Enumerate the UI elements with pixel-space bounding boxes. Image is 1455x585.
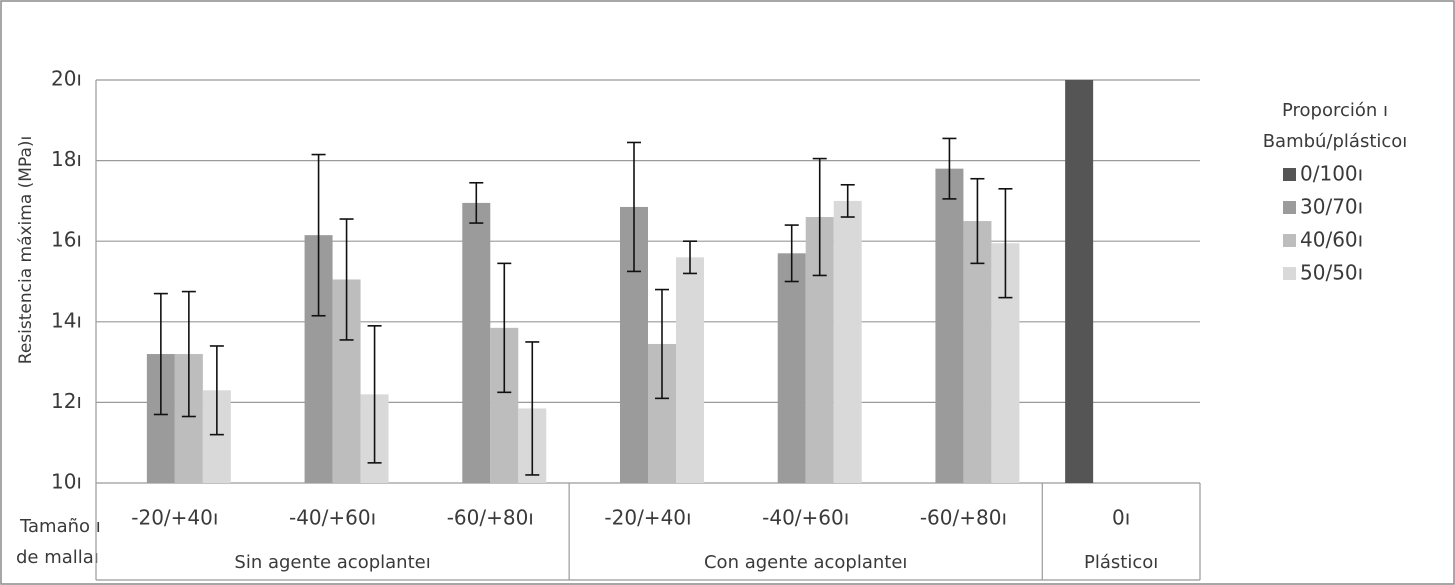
- legend-label: 50/50ı: [1300, 261, 1363, 285]
- legend-swatch: [1283, 201, 1296, 214]
- x-tick-label: -20/+40ı: [131, 506, 218, 530]
- x-tick-label: -60/+80ı: [920, 506, 1007, 530]
- error-bar: [311, 153, 326, 317]
- error-bar: [942, 137, 957, 200]
- x-tick-label: -20/+40ı: [604, 506, 691, 530]
- error-bar: [840, 183, 855, 218]
- bar: [833, 200, 862, 483]
- y-tick-label: 16ı: [51, 228, 82, 252]
- bar: [1065, 80, 1094, 483]
- bar: [462, 202, 491, 484]
- error-bar: [683, 240, 697, 275]
- bar: [935, 168, 964, 483]
- error-bar: [970, 177, 985, 265]
- x-axis-title: de mallaı: [16, 547, 99, 568]
- error-bar: [339, 218, 354, 341]
- legend-label: 40/60ı: [1300, 228, 1363, 252]
- error-bar: [812, 157, 827, 277]
- error-bar: [497, 262, 512, 394]
- error-bar: [627, 141, 641, 273]
- y-tick-label: 14ı: [51, 308, 82, 332]
- group-label: Sin agente acoplanteı: [234, 552, 430, 573]
- y-tick-label: 10ı: [51, 470, 82, 494]
- y-tick-label: 12ı: [51, 389, 82, 413]
- x-tick-label: -40/+60ı: [289, 506, 376, 530]
- error-bar: [655, 288, 669, 400]
- error-bar: [209, 345, 224, 436]
- error-bar: [367, 325, 382, 464]
- group-label: Con agente acoplanteı: [704, 552, 907, 573]
- legend-swatch: [1283, 267, 1296, 280]
- bar: [963, 221, 992, 484]
- legend-label: 30/70ı: [1300, 195, 1363, 219]
- error-bar: [784, 224, 799, 283]
- error-bar: [998, 188, 1013, 299]
- y-axis-title: Resistencia máxima (MPa)ı: [16, 136, 36, 364]
- bar: [676, 257, 704, 483]
- error-bar: [181, 290, 196, 418]
- error-bar: [153, 292, 168, 416]
- legend-swatch: [1283, 168, 1296, 181]
- legend-label: 0/100ı: [1300, 162, 1363, 186]
- error-bar: [469, 181, 484, 224]
- x-tick-label: -40/+60ı: [762, 506, 849, 530]
- y-tick-label: 18ı: [51, 147, 82, 171]
- error-bar: [525, 341, 540, 476]
- x-axis-title: Tamaño ı: [19, 516, 101, 537]
- group-label: Plásticoı: [1084, 552, 1158, 573]
- y-tick-label: 20ı: [51, 67, 82, 91]
- x-tick-label: -60/+80ı: [447, 506, 534, 530]
- legend-title: Proporción ı: [1282, 100, 1388, 121]
- bar: [777, 253, 806, 483]
- legend-swatch: [1283, 234, 1296, 247]
- x-tick-label: 0ı: [1112, 506, 1130, 530]
- legend-title: Bambú/plásticoı: [1263, 131, 1408, 152]
